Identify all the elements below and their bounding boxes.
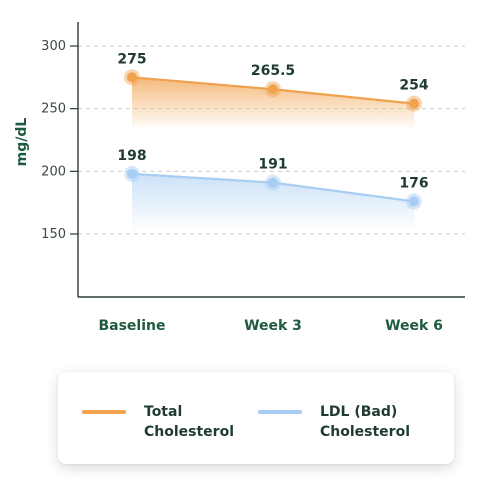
area-fill-total-cholesterol [132, 77, 414, 130]
y-tick-label-200: 200 [41, 164, 66, 179]
data-labels: 275 265.5 254 198 191 176 [117, 51, 428, 191]
point-ldl-bad-cholesterol-week-3 [268, 177, 278, 188]
axes: 150 200 250 300 Baseline Week 3 Week 6 [41, 22, 465, 334]
cholesterol-chart: 275 265.5 254 198 191 176 150 200 250 300 Baselin… [14, 22, 465, 334]
data-label-total-cholesterol-baseline: 275 [117, 51, 146, 67]
legend-label-total: Total Cholesterol [144, 404, 234, 440]
y-tick-label-150: 150 [41, 227, 66, 242]
data-label-ldl-bad-cholesterol-week-3: 191 [258, 157, 287, 173]
y-tick-label-250: 250 [41, 102, 66, 117]
data-label-total-cholesterol-week-6: 254 [399, 78, 428, 94]
x-tick-label-week-3: Week 3 [244, 318, 302, 334]
data-label-ldl-bad-cholesterol-baseline: 198 [117, 148, 146, 164]
legend-swatch-total [82, 410, 126, 414]
data-label-ldl-bad-cholesterol-week-6: 176 [399, 175, 428, 191]
data-points [124, 69, 422, 210]
point-ldl-bad-cholesterol-baseline [127, 168, 137, 179]
chart-legend: Total Cholesterol LDL (Bad) Cholesterol [58, 372, 454, 464]
point-ldl-bad-cholesterol-week-6 [409, 196, 419, 207]
y-axis-label: mg/dL [14, 118, 30, 167]
area-fills [132, 77, 414, 232]
point-total-cholesterol-week-6 [409, 98, 419, 109]
area-fill-ldl-bad-cholesterol [132, 173, 414, 232]
legend-swatch-ldl [258, 410, 302, 414]
x-tick-label-baseline: Baseline [98, 318, 165, 334]
legend-item-total-cholesterol: Total Cholesterol [82, 402, 264, 442]
data-label-total-cholesterol-week-3: 265.5 [251, 63, 295, 79]
point-total-cholesterol-week-3 [268, 84, 278, 95]
y-tick-label-300: 300 [41, 39, 66, 54]
x-tick-label-week-6: Week 6 [385, 318, 443, 334]
legend-item-ldl-cholesterol: LDL (Bad) Cholesterol [258, 402, 440, 442]
legend-label-ldl: LDL (Bad) Cholesterol [320, 404, 410, 440]
point-total-cholesterol-baseline [127, 72, 137, 83]
